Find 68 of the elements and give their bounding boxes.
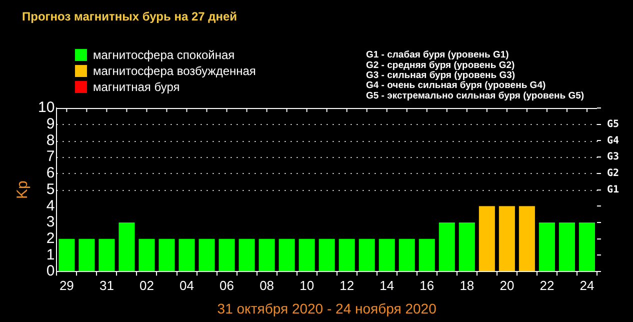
bar [518, 206, 535, 272]
bar [358, 238, 375, 272]
bar [178, 238, 195, 272]
x-tick-label: 20 [500, 278, 514, 293]
bar [338, 238, 355, 272]
ref-line-label: G1 [607, 184, 620, 196]
bar [58, 238, 75, 272]
bar [318, 238, 335, 272]
x-tick-label: 10 [300, 278, 314, 293]
y-tick-label: 9 [46, 116, 55, 132]
bar [478, 206, 495, 272]
x-axis-title: 31 октября 2020 - 24 ноября 2020 [217, 300, 437, 316]
legend-label: магнитная буря [93, 80, 180, 94]
bar [298, 238, 315, 272]
y-tick-label: 8 [46, 132, 55, 149]
bar [238, 238, 255, 272]
y-tick-label: 0 [46, 262, 55, 280]
ref-line-label: G3 [607, 152, 620, 163]
chart-title: Прогноз магнитных бурь на 27 дней [22, 9, 238, 24]
legend-label: магнитосфера спокойная [93, 48, 235, 62]
ref-line-label: G2 [607, 168, 620, 180]
y-tick-label: 6 [46, 164, 55, 182]
x-tick-label: 31 [99, 278, 114, 293]
x-tick-label: 02 [140, 278, 154, 293]
bar [578, 222, 595, 272]
bar [378, 238, 395, 272]
y-tick-label: 4 [46, 197, 55, 214]
x-tick-label: 14 [380, 278, 394, 293]
x-tick-label: 18 [460, 278, 474, 293]
y-tick-label: 5 [46, 180, 55, 198]
y-tick-label: 2 [46, 230, 55, 248]
y-axis-title: Kp [14, 180, 32, 199]
bar [458, 222, 475, 272]
bar [218, 238, 235, 272]
text: G1 - слабая буря (уровень G1) [366, 50, 509, 61]
text: G4 - очень сильная буря (уровень G4) [366, 80, 546, 92]
bar [558, 222, 575, 272]
ref-line-label: G4 [607, 135, 620, 146]
bar [158, 238, 175, 272]
x-tick-label: 24 [580, 278, 594, 293]
x-tick-label: 16 [420, 278, 434, 293]
bar [198, 238, 215, 272]
x-tick-label: 29 [59, 278, 74, 293]
text: G2 - средняя буря (уровень G2) [366, 60, 515, 71]
text: G5 - экстремально сильная буря (уровень G5) [366, 90, 584, 102]
y-tick-label: 3 [46, 214, 55, 231]
bar [98, 238, 115, 272]
bar [278, 238, 295, 272]
x-tick-label: 08 [260, 278, 274, 293]
y-tick-label: 1 [46, 246, 55, 264]
bar [538, 222, 555, 272]
bar [438, 222, 455, 272]
bar [418, 238, 435, 272]
x-tick-label: 04 [180, 278, 194, 293]
x-tick-label: 06 [220, 278, 234, 293]
ref-line-label: G5 [607, 118, 620, 130]
text: G3 - сильная буря (уровень G3) [366, 70, 516, 82]
bar [258, 238, 275, 272]
x-tick-label: 12 [340, 278, 354, 293]
x-tick-label: 22 [540, 278, 554, 293]
bar [138, 238, 155, 272]
bar [118, 222, 135, 272]
y-tick-label: 10 [38, 99, 55, 116]
y-tick-label: 7 [46, 148, 55, 166]
bar [78, 238, 95, 272]
bar [398, 238, 415, 272]
bar [498, 206, 515, 272]
legend-label: магнитосфера возбужденная [93, 64, 256, 78]
